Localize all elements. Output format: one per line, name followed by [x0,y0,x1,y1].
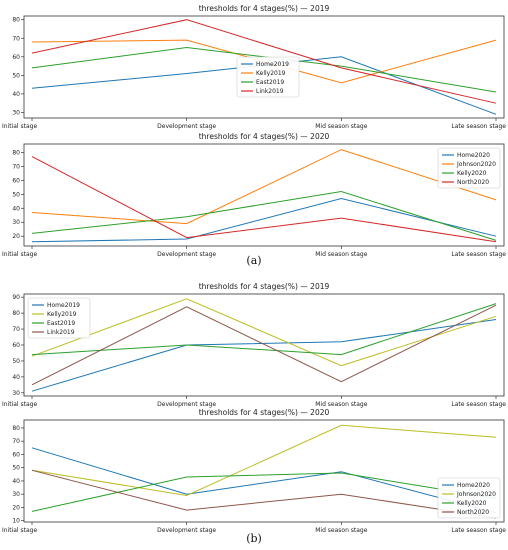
series-line-north2020 [31,156,497,243]
series-line-home2020 [31,447,497,514]
y-tick-label: 80 [12,310,20,317]
legend: Home2020 Johnson2020 Kelly2020 North2020 [437,147,501,189]
legend-entry: Kelly2019 [256,70,286,77]
y-tick-label: 70 [12,438,20,445]
y-tick-label: 10 [12,518,20,525]
legend-entry: Kelly2020 [457,500,487,507]
x-tick-label: Initial stage [2,251,37,258]
x-tick-label: Initial stage [2,401,37,408]
y-tick-label: 30 [12,491,20,498]
series-line-link2019 [31,304,497,386]
y-tick-label: 70 [12,163,20,170]
chart-title: thresholds for 4 stages(%) — 2019 [199,4,330,13]
legend-entry: Home2020 [457,482,490,489]
x-tick-label: Late season stage [451,401,506,408]
y-tick-label: 80 [12,17,20,24]
legend-entry: North2020 [457,509,489,516]
y-tick-label: 50 [12,191,20,198]
chart-title: thresholds for 4 stages(%) — 2019 [199,282,330,291]
x-tick-label: Development stage [157,123,216,130]
x-tick-label: Late season stage [451,123,506,130]
y-tick-label: 80 [12,425,20,432]
y-tick-label: 30 [12,109,20,116]
y-tick-label: 50 [12,72,20,79]
x-tick-label: Development stage [157,527,216,534]
legend-entry: Link2019 [256,88,284,95]
x-tick-label: Mid season stage [315,527,368,534]
y-tick-label: 60 [12,54,20,61]
y-tick-label: 70 [12,326,20,333]
series-line-kelly2020 [31,190,497,241]
y-tick-label: 70 [12,35,20,42]
y-tick-label: 60 [12,177,20,184]
chart-2020-b: thresholds for 4 stages(%) — 2020 10 20 30 4… [2,408,506,534]
axes-frame [23,293,505,397]
legend-entry: East2019 [47,320,75,327]
legend-entry: North2020 [457,179,489,186]
x-tick-label: Late season stage [451,251,506,258]
y-tick-label: 40 [12,205,20,212]
y-tick-label: 20 [12,504,20,511]
x-tick-label: Mid season stage [315,251,368,258]
series-line-johnson2020 [31,149,497,225]
chart-title: thresholds for 4 stages(%) — 2020 [199,132,330,141]
y-tick-label: 60 [12,342,20,349]
series-line-link2019 [31,19,497,104]
y-tick-label: 50 [12,465,20,472]
legend-entry: Home2020 [457,152,490,159]
series-line-johnson2020 [31,424,497,497]
legend-entry: Kelly2020 [457,170,487,177]
series-line-home2019 [31,319,497,392]
series-line-north2020 [31,469,497,519]
axes-frame [23,143,505,247]
legend-entry: Link2019 [47,329,75,336]
panel-label-b: (b) [246,532,262,545]
x-tick-label: Development stage [157,251,216,258]
y-tick-label: 90 [12,294,20,301]
legend: Home2020 Johnson2020 Kelly2020 North2020 [437,477,501,519]
y-tick-label: 40 [12,374,20,381]
series-line-home2020 [31,197,497,243]
panel-label-a: (a) [246,254,262,267]
legend-box [437,477,501,519]
legend-entry: Home2019 [47,302,80,309]
legend-box [236,56,300,98]
chart-title: thresholds for 4 stages(%) — 2020 [199,408,330,417]
legend-entry: Kelly2019 [47,311,77,318]
axes-frame [23,15,505,119]
y-tick-label: 50 [12,358,20,365]
legend-entry: Johnson2020 [456,491,496,498]
legend: Home2019 Kelly2019 East2019 Link2019 [27,297,91,339]
x-tick-label: Development stage [157,401,216,408]
legend-entry: East2019 [256,79,284,86]
series-line-kelly2020 [31,472,497,512]
legend-entry: Johnson2020 [456,161,496,168]
axes-frame [23,419,505,523]
series-line-east2019 [31,303,497,356]
y-tick-label: 40 [12,91,20,98]
y-tick-label: 60 [12,451,20,458]
x-tick-label: Late season stage [451,527,506,534]
legend-entry: Home2019 [256,61,289,68]
legend-box [27,297,91,339]
y-tick-label: 80 [12,149,20,156]
y-tick-label: 30 [12,390,20,397]
y-tick-label: 40 [12,478,20,485]
chart-2019-a: thresholds for 4 stages(%) — 2019 30 40 50 6… [2,4,506,130]
x-tick-label: Mid season stage [315,123,368,130]
chart-2019-b: thresholds for 4 stages(%) — 2019 30 40 50 6… [2,282,506,408]
y-tick-label: 30 [12,219,20,226]
chart-2020-a: thresholds for 4 stages(%) — 2020 20 30 40 5… [2,132,506,258]
y-tick-label: 20 [12,233,20,240]
legend-box [437,147,501,189]
x-tick-label: Mid season stage [315,401,368,408]
legend: Home2019 Kelly2019 East2019 Link2019 [236,56,300,98]
series-line-kelly2019 [31,298,497,367]
x-tick-label: Initial stage [2,527,37,534]
x-tick-label: Initial stage [2,123,37,130]
